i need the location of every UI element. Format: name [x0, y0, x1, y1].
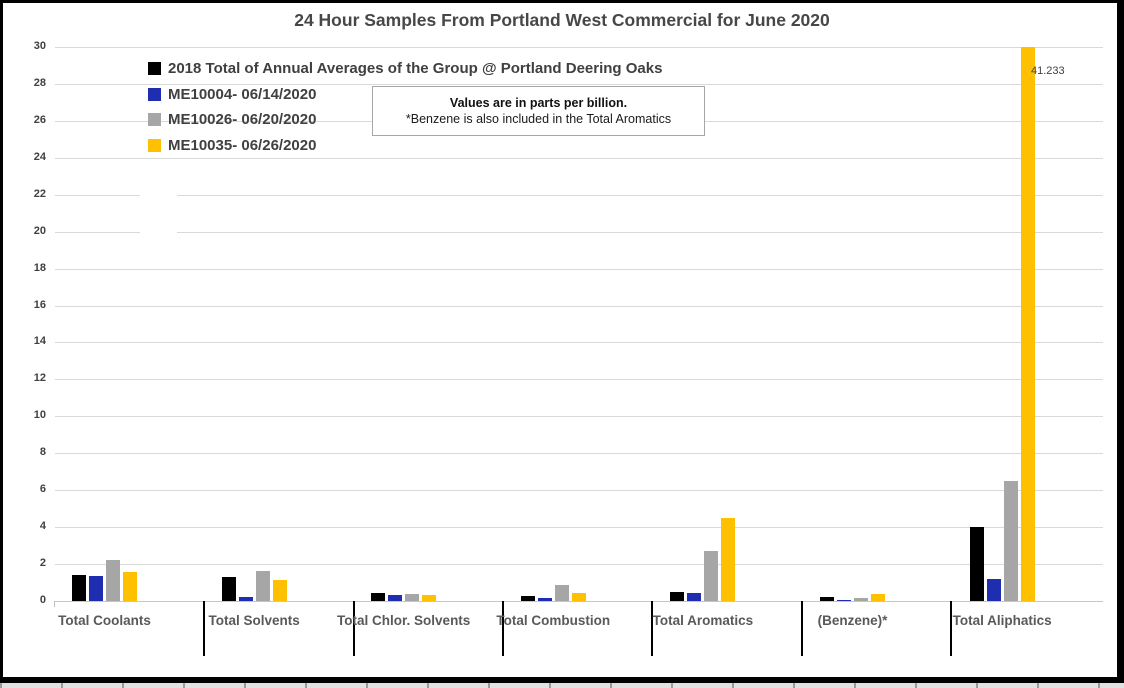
annotation-line-2: *Benzene is also included in the Total A… — [405, 112, 672, 126]
gridline-24 — [55, 157, 1103, 159]
category-label-0: Total Coolants — [58, 613, 151, 628]
bar-series2-total-chlor-solvents — [405, 593, 420, 601]
axis-tick — [54, 601, 55, 607]
y-tick-label-6: 6 — [39, 483, 46, 496]
legend-swatch-icon — [148, 62, 161, 76]
legend-label: ME10004- 06/14/2020 — [168, 85, 317, 103]
legend-label: ME10026- 06/20/2020 — [168, 111, 317, 129]
gridline-6 — [55, 490, 1103, 492]
legend-swatch-icon — [148, 87, 161, 101]
bar-series0-benzene — [820, 597, 834, 601]
y-tick-label-2: 2 — [39, 557, 46, 570]
bar-series2-total-solvents — [255, 571, 270, 601]
bar-series1-total-combustion — [537, 598, 552, 601]
gridline-16 — [55, 305, 1103, 307]
gridline-22 — [55, 194, 1103, 196]
y-tick-label-14: 14 — [33, 335, 46, 348]
bar-series3-benzene — [871, 593, 885, 601]
annotation-box: Values are in parts per billion. *Benzen… — [372, 86, 705, 136]
y-tick-label-10: 10 — [33, 409, 46, 422]
bar-series0-total-aliphatics — [969, 527, 984, 601]
category-label-3: Total Combustion — [496, 613, 611, 628]
bar-series1-total-aliphatics — [986, 578, 1001, 601]
legend-item-2: ME10026- 06/20/2020 — [148, 107, 662, 133]
bar-series3-total-solvents — [272, 579, 287, 601]
gridline-28 — [55, 83, 1103, 85]
category-separator-2 — [501, 601, 504, 656]
y-tick-label-18: 18 — [33, 261, 46, 274]
y-tick-label-24: 24 — [33, 150, 46, 163]
bar-series1-benzene — [837, 600, 851, 601]
y-tick-label-16: 16 — [33, 298, 46, 311]
category-label-2: Total Chlor. Solvents — [337, 613, 471, 628]
y-tick-label-0: 0 — [39, 594, 46, 606]
gridline-12 — [55, 379, 1103, 381]
bar-series0-total-chlor-solvents — [371, 592, 386, 601]
y-tick-label-26: 26 — [33, 113, 46, 126]
category-label-1: Total Solvents — [208, 613, 300, 628]
bar-series0-total-combustion — [520, 596, 535, 601]
category-label-4: Total Aromatics — [652, 613, 754, 628]
legend-label: 2018 Total of Annual Averages of the Gro… — [168, 60, 663, 78]
y-tick-label-22: 22 — [33, 187, 46, 200]
bar-series3-total-combustion — [571, 592, 586, 601]
legend-item-3: ME10035- 06/26/2020 — [148, 133, 662, 159]
bar-series2-total-coolants — [106, 560, 120, 601]
annotation-line-1: Values are in parts per billion. — [449, 96, 628, 110]
gridline-18 — [55, 268, 1103, 270]
bar-series1-total-chlor-solvents — [388, 595, 403, 601]
legend-item-1: ME10004- 06/14/2020 — [148, 82, 662, 108]
legend-item-0: 2018 Total of Annual Averages of the Gro… — [148, 56, 662, 82]
legend-swatch-icon — [148, 138, 161, 152]
chart-title: 24 Hour Samples From Portland West Comme… — [294, 10, 830, 30]
y-tick-label-30: 30 — [33, 40, 46, 52]
bar-series1-total-aromatics — [687, 592, 702, 601]
gridline-10 — [55, 416, 1103, 418]
bar-series1-total-coolants — [89, 576, 103, 601]
data-label-41-233: 41.233 — [1031, 65, 1065, 77]
y-tick-label-4: 4 — [39, 520, 46, 533]
frame-border-bottom — [0, 677, 1124, 683]
category-label-5: (Benzene)* — [817, 613, 888, 628]
gridline-4 — [55, 527, 1103, 529]
bar-series3-total-coolants — [123, 572, 137, 601]
category-label-6: Total Aliphatics — [952, 613, 1052, 628]
bar-series1-total-solvents — [238, 597, 253, 601]
bar-series3-total-aliphatics — [1020, 47, 1035, 601]
gridline-8 — [55, 453, 1103, 455]
category-separator-5 — [949, 601, 952, 656]
legend-swatch-icon — [148, 113, 161, 127]
y-tick-label-8: 8 — [39, 446, 46, 459]
bar-series2-total-aromatics — [704, 551, 719, 601]
category-separator-3 — [651, 601, 654, 656]
gridline-14 — [55, 342, 1103, 344]
category-separator-0 — [203, 601, 206, 656]
category-separator-1 — [352, 601, 355, 656]
y-tick-label-12: 12 — [33, 372, 46, 385]
bottom-ruler-strip — [0, 683, 1124, 688]
category-separator-4 — [800, 601, 803, 656]
plot-area — [55, 47, 1103, 602]
bar-series0-total-solvents — [221, 576, 236, 601]
gridline-0 — [55, 601, 1103, 602]
gridline-2 — [55, 564, 1103, 566]
legend-label: ME10035- 06/26/2020 — [168, 136, 317, 154]
bar-series2-benzene — [854, 598, 868, 601]
gridline-30 — [55, 47, 1103, 48]
bar-series0-total-aromatics — [670, 591, 685, 601]
bar-series2-total-combustion — [554, 585, 569, 601]
frame-border-top — [0, 0, 1124, 3]
white-patch — [140, 189, 177, 243]
bar-series2-total-aliphatics — [1003, 480, 1018, 601]
frame-border-right — [1117, 0, 1124, 683]
bar-series3-total-chlor-solvents — [422, 594, 437, 601]
legend: 2018 Total of Annual Averages of the Gro… — [148, 56, 662, 158]
gridline-20 — [55, 231, 1103, 233]
frame-border-left — [0, 0, 3, 683]
bar-series3-total-aromatics — [721, 517, 736, 601]
y-tick-label-28: 28 — [33, 76, 46, 89]
bar-series0-total-coolants — [72, 575, 86, 601]
y-tick-label-20: 20 — [33, 224, 46, 237]
